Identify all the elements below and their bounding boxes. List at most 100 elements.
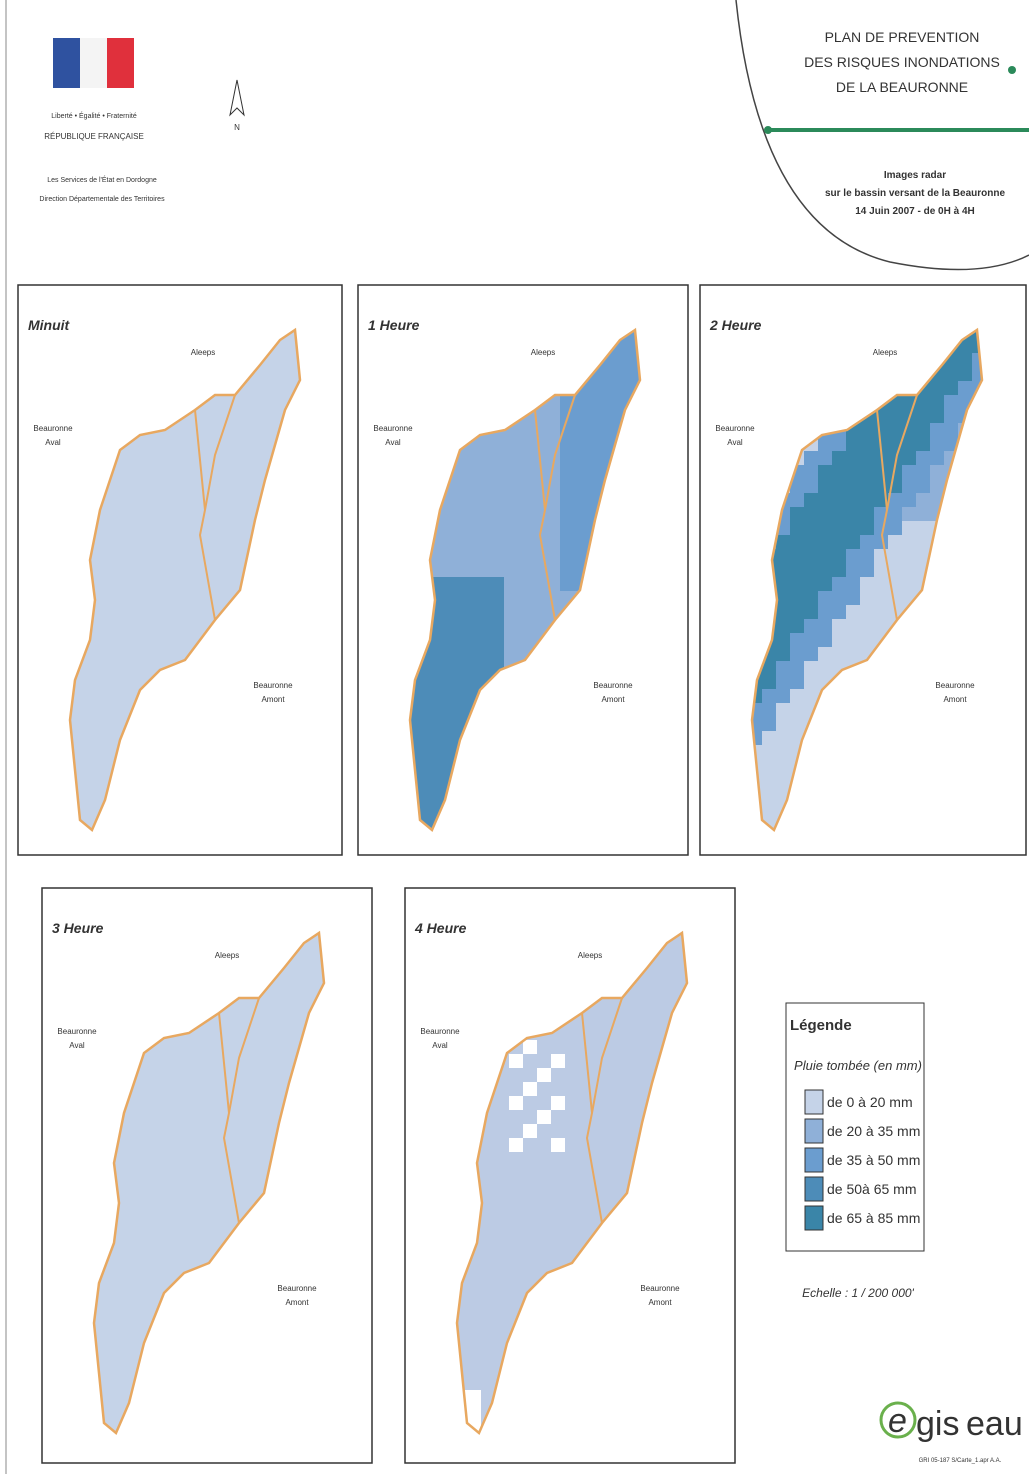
radar-cell [560, 437, 574, 451]
radar-cell [916, 507, 930, 521]
radar-cell [504, 577, 518, 591]
radar-cell [481, 1334, 495, 1348]
radar-cell [790, 675, 804, 689]
radar-cell [635, 1040, 649, 1054]
map-panel: 2 HeureAleepsBeauronneAvalBeauronneAmont [700, 285, 1026, 855]
radar-cell [762, 675, 776, 689]
radar-cell [537, 1096, 551, 1110]
radar-cell [518, 591, 532, 605]
radar-cell [537, 1152, 551, 1166]
radar-cell [874, 423, 888, 437]
place-label: Amont [648, 1298, 672, 1307]
radar-cell [818, 619, 832, 633]
radar-cell [818, 521, 832, 535]
radar-cell [930, 395, 944, 409]
radar-cell [930, 423, 944, 437]
republic: RÉPUBLIQUE FRANÇAISE [44, 132, 144, 141]
map-panel: 3 HeureAleepsBeauronneAvalBeauronneAmont [42, 888, 372, 1463]
radar-cell [888, 409, 902, 423]
radar-cell [607, 1054, 621, 1068]
radar-cell [532, 423, 546, 437]
radar-cell [635, 1026, 649, 1040]
radar-cell [588, 451, 602, 465]
radar-cell [509, 1138, 523, 1152]
radar-cell [551, 1068, 565, 1082]
radar-cell [565, 1236, 579, 1250]
radar-cell [518, 619, 532, 633]
radar-cell [607, 1040, 621, 1054]
radar-cell [518, 493, 532, 507]
radar-cell [537, 1180, 551, 1194]
radar-cell [804, 577, 818, 591]
radar-cell [776, 619, 790, 633]
radar-cell [504, 633, 518, 647]
radar-cell [551, 1096, 565, 1110]
radar-cell [607, 1082, 621, 1096]
radar-cell [509, 1292, 523, 1306]
radar-cell [832, 563, 846, 577]
radar-cell [518, 535, 532, 549]
radar-cell [495, 1250, 509, 1264]
radar-cell [944, 381, 958, 395]
radar-cell [467, 1404, 481, 1418]
radar-cell [420, 703, 434, 717]
radar-cell [509, 1236, 523, 1250]
radar-cell [495, 1278, 509, 1292]
radar-cell [560, 493, 574, 507]
radar-cell [537, 1124, 551, 1138]
radar-cell [560, 465, 574, 479]
radar-cell [504, 563, 518, 577]
radar-cell [462, 689, 476, 703]
radar-cell [804, 591, 818, 605]
radar-cell [635, 1082, 649, 1096]
radar-cell [902, 479, 916, 493]
radar-cell [804, 647, 818, 661]
radar-cell [804, 535, 818, 549]
radar-cell [434, 689, 448, 703]
radar-cell [523, 1222, 537, 1236]
radar-cell [621, 1054, 635, 1068]
place-label: Aval [69, 1041, 85, 1050]
radar-cell [621, 1124, 635, 1138]
place-label: Beauronne [640, 1284, 680, 1293]
radar-cell [523, 1082, 537, 1096]
radar-cell [448, 521, 462, 535]
radar-cell [565, 1152, 579, 1166]
radar-cell [602, 423, 616, 437]
radar-cell [776, 633, 790, 647]
radar-cell [504, 465, 518, 479]
radar-cell [495, 1124, 509, 1138]
radar-cell [509, 1124, 523, 1138]
radar-cell [621, 1026, 635, 1040]
radar-cell [490, 451, 504, 465]
radar-cell [649, 1026, 663, 1040]
radar-cell [537, 1068, 551, 1082]
radar-cell [579, 1222, 593, 1236]
radar-cell [518, 549, 532, 563]
radar-cell [448, 493, 462, 507]
radar-cell [790, 521, 804, 535]
radar-cell [930, 381, 944, 395]
radar-cell [888, 507, 902, 521]
radar-cell [523, 1250, 537, 1264]
radar-cell [818, 633, 832, 647]
radar-cell [448, 661, 462, 675]
dot [1008, 66, 1016, 74]
panel-title: 4 Heure [414, 920, 467, 936]
radar-cell [776, 563, 790, 577]
place-label: Amont [943, 695, 967, 704]
radar-cell [593, 1194, 607, 1208]
panel-title: Minuit [28, 317, 71, 333]
radar-cell [860, 423, 874, 437]
radar-cell [490, 535, 504, 549]
place-label: Aleeps [191, 348, 215, 357]
place-label: Amont [261, 695, 285, 704]
radar-cell [874, 465, 888, 479]
radar-cell [546, 563, 560, 577]
radar-cell [565, 1166, 579, 1180]
radar-cell [546, 591, 560, 605]
radar-cell [846, 577, 860, 591]
radar-cell [602, 381, 616, 395]
panel-title: 1 Heure [368, 317, 420, 333]
radar-cell [476, 605, 490, 619]
